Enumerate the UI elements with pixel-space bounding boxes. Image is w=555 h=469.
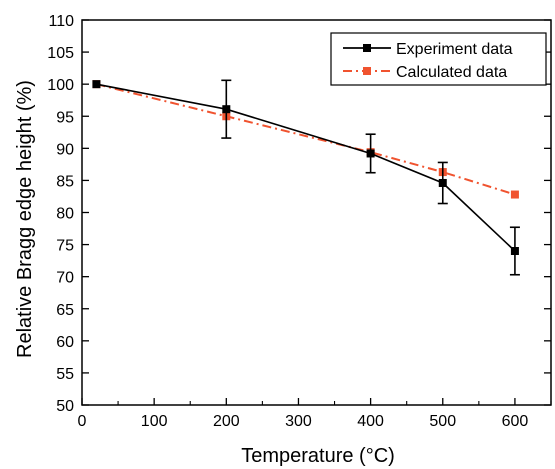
- series-line: [96, 83, 516, 252]
- data-point: [438, 178, 447, 187]
- legend-box: [330, 32, 547, 86]
- series-line: [96, 83, 516, 196]
- legend-label: Calculated data: [396, 64, 507, 81]
- x-tick-label: 100: [141, 413, 168, 430]
- y-tick-label: 65: [56, 302, 74, 319]
- series-calculated: [92, 80, 519, 199]
- data-point: [222, 105, 231, 114]
- x-tick-label: 500: [429, 413, 456, 430]
- legend-label: Experiment data: [396, 41, 513, 58]
- y-tick-label: 90: [56, 141, 74, 158]
- x-tick-label: 600: [502, 413, 529, 430]
- y-tick-label: 80: [56, 206, 74, 223]
- y-axis-ticks: 50 55 60 65 70 75 80 85 90 95 100 105 110: [47, 13, 551, 415]
- x-tick-label: 400: [357, 413, 384, 430]
- y-tick-label: 55: [56, 366, 74, 383]
- x-tick-label: 300: [285, 413, 312, 430]
- y-axis-title: Relative Bragg edge height (%): [14, 80, 36, 358]
- y-tick-label: 110: [48, 13, 74, 30]
- x-axis-ticks: 0 100 200 300 400 500 600: [78, 398, 552, 430]
- y-tick-label: 70: [56, 270, 74, 287]
- y-tick-label: 100: [47, 77, 74, 94]
- y-tick-label: 105: [47, 45, 74, 62]
- legend-marker: [363, 44, 371, 52]
- x-tick-label: 0: [78, 413, 87, 430]
- data-point: [510, 190, 519, 199]
- x-axis-title: Temperature (°C): [241, 445, 395, 467]
- data-point: [366, 149, 375, 158]
- y-tick-label: 75: [56, 238, 74, 255]
- data-point: [510, 247, 519, 255]
- y-tick-label: 85: [56, 173, 74, 190]
- legend-marker: [363, 67, 371, 75]
- y-tick-label: 60: [56, 334, 74, 351]
- data-point: [92, 80, 101, 89]
- x-tick-label: 200: [213, 413, 240, 430]
- y-tick-label: 50: [56, 398, 74, 415]
- series-experiment: [92, 79, 520, 276]
- series-layer: [92, 79, 520, 276]
- y-tick-label: 95: [56, 109, 74, 126]
- legend: Experiment data Calculated data: [330, 32, 547, 86]
